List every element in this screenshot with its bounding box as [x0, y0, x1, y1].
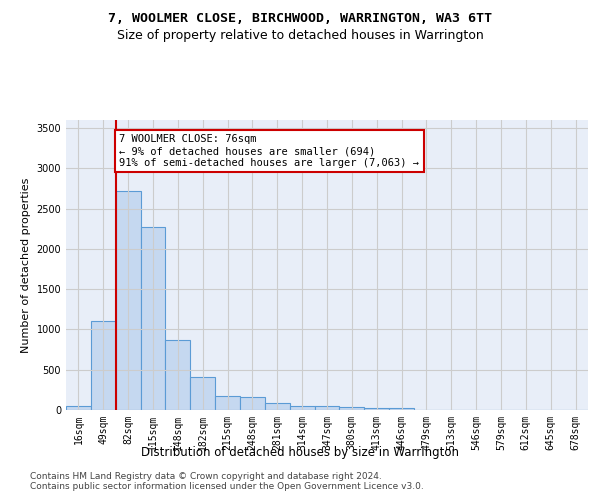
Bar: [389, 408, 414, 410]
Bar: [190, 376, 215, 410]
Bar: [140, 227, 166, 410]
Text: 7 WOOLMER CLOSE: 76sqm
← 9% of detached houses are smaller (694)
91% of semi-det: 7 WOOLMER CLOSE: 76sqm ← 9% of detached …: [119, 134, 419, 168]
Bar: [314, 406, 340, 410]
Text: Distribution of detached houses by size in Warrington: Distribution of detached houses by size …: [141, 446, 459, 459]
Text: 7, WOOLMER CLOSE, BIRCHWOOD, WARRINGTON, WA3 6TT: 7, WOOLMER CLOSE, BIRCHWOOD, WARRINGTON,…: [108, 12, 492, 26]
Text: Contains HM Land Registry data © Crown copyright and database right 2024.: Contains HM Land Registry data © Crown c…: [30, 472, 382, 481]
Bar: [116, 191, 140, 410]
Bar: [340, 407, 364, 410]
Bar: [265, 403, 290, 410]
Bar: [91, 322, 116, 410]
Bar: [166, 340, 190, 410]
Y-axis label: Number of detached properties: Number of detached properties: [21, 178, 31, 352]
Text: Size of property relative to detached houses in Warrington: Size of property relative to detached ho…: [116, 29, 484, 42]
Text: Contains public sector information licensed under the Open Government Licence v3: Contains public sector information licen…: [30, 482, 424, 491]
Bar: [240, 396, 265, 410]
Bar: [66, 406, 91, 410]
Bar: [215, 396, 240, 410]
Bar: [364, 408, 389, 410]
Bar: [290, 406, 314, 410]
